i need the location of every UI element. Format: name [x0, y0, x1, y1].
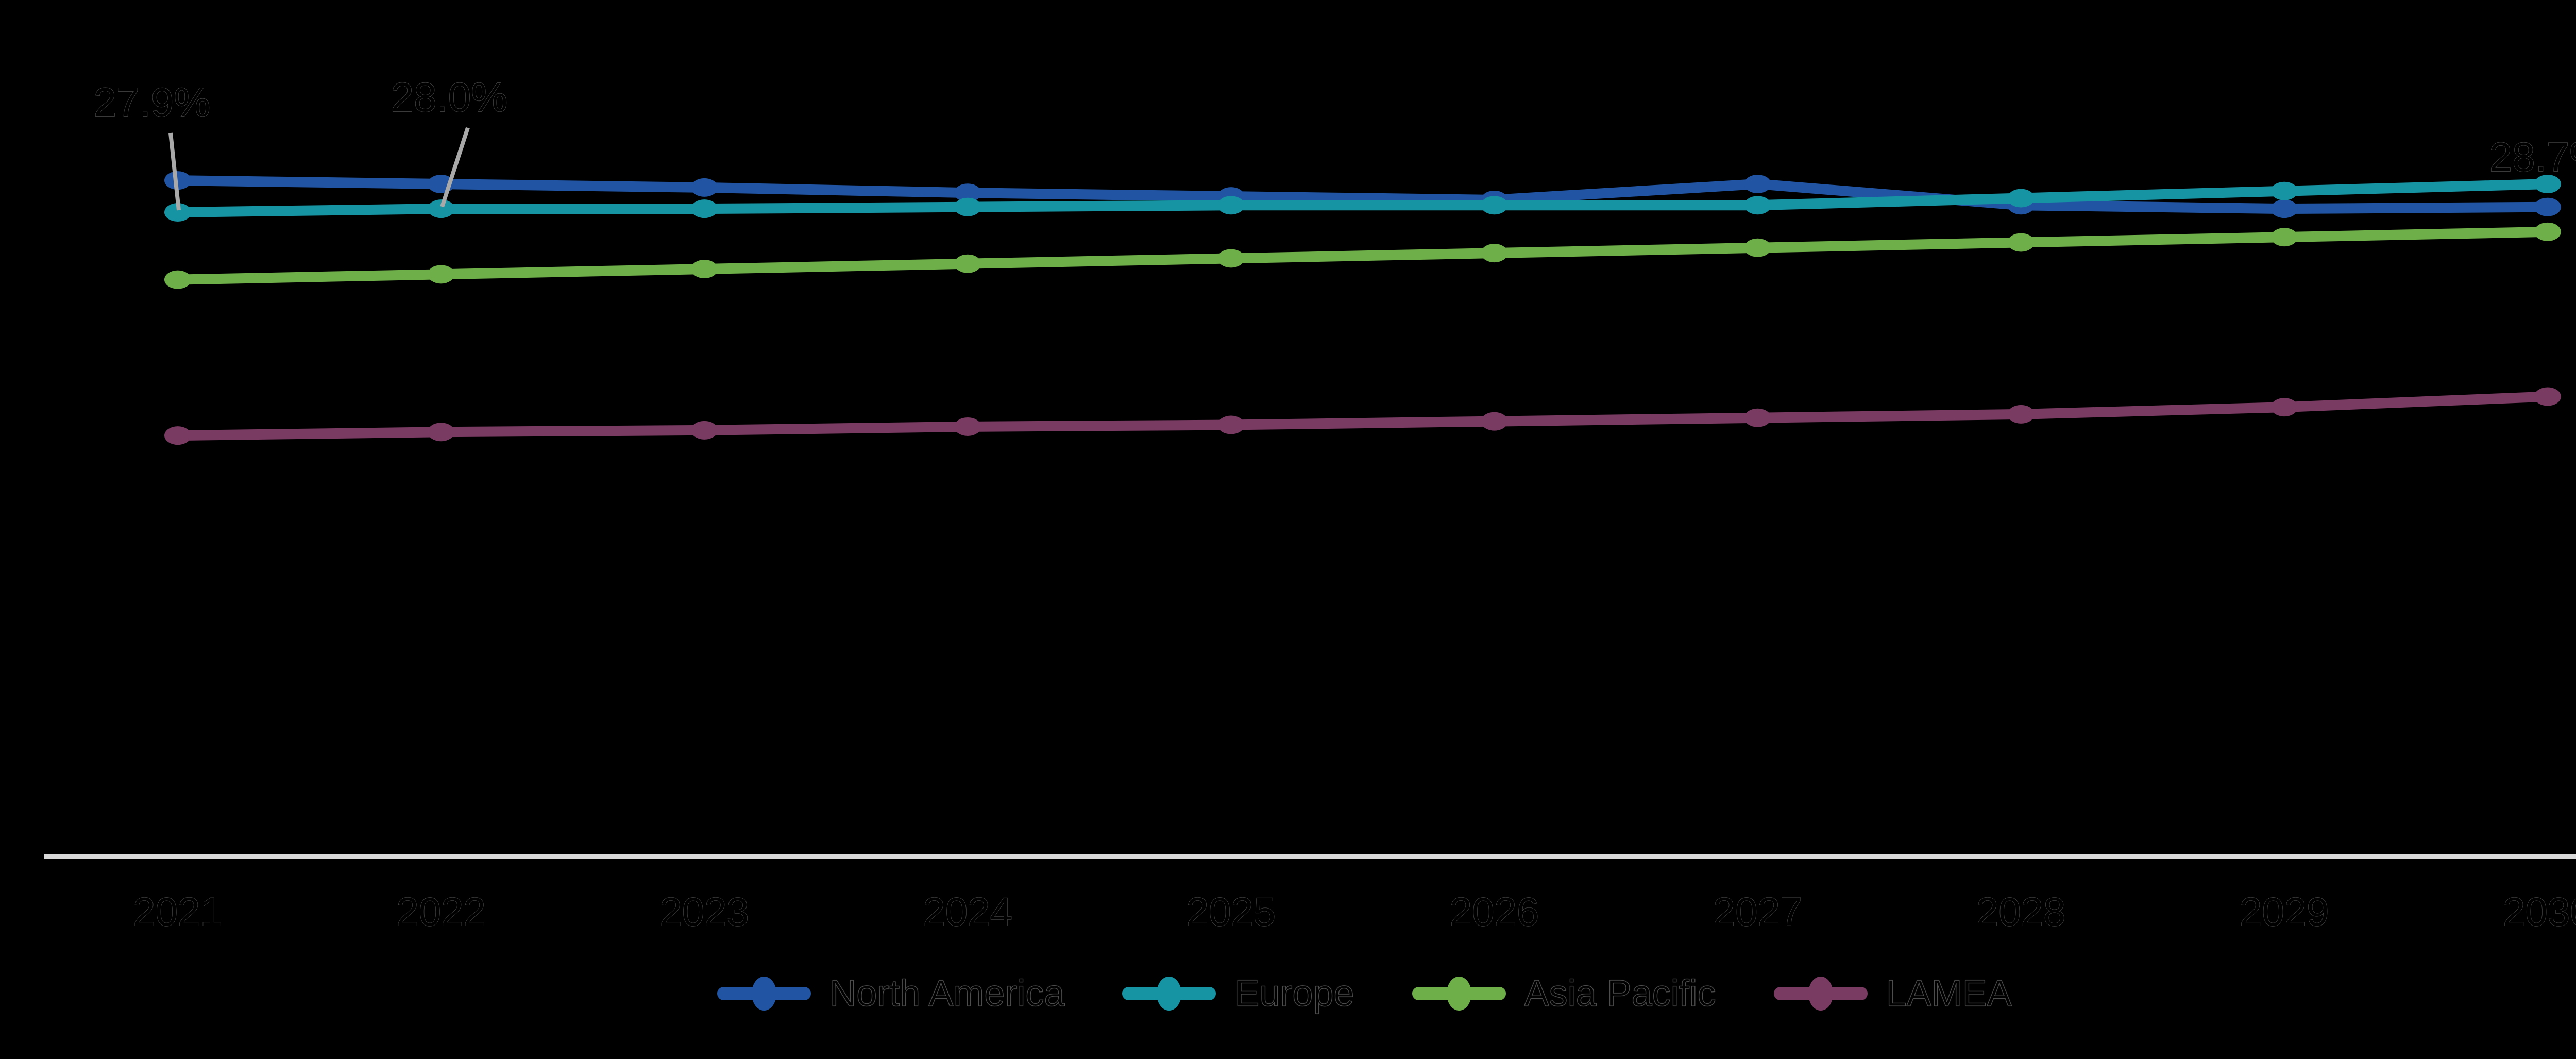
data-point-marker — [2007, 405, 2035, 424]
data-label: 28.7% — [2489, 134, 2576, 180]
data-point-marker — [164, 171, 191, 190]
legend-label: LAMEA — [1886, 973, 2012, 1014]
x-tick-label: 2027 — [1713, 889, 1803, 934]
data-point-marker — [2270, 199, 2298, 218]
legend-swatch-line-marker-icon — [1773, 975, 1868, 1012]
series-line — [177, 391, 2548, 441]
data-point-marker — [954, 197, 981, 216]
data-point-marker — [954, 254, 981, 273]
data-point-marker — [691, 178, 718, 197]
annotation-leader-line — [168, 132, 181, 211]
data-label: 28.0% — [391, 74, 508, 120]
legend-label: Asia Pacific — [1524, 973, 1716, 1014]
data-point-marker — [1744, 175, 1771, 193]
legend-swatch-line-marker-icon — [1412, 975, 1506, 1012]
data-point-marker — [954, 183, 981, 203]
x-tick-label: 2024 — [923, 889, 1013, 934]
x-tick-label: 2029 — [2240, 889, 2329, 934]
data-point-marker — [691, 199, 718, 218]
data-point-marker — [2534, 197, 2561, 216]
legend-item-asia-pacific: Asia Pacific — [1412, 973, 1716, 1014]
data-point-marker — [1217, 415, 1245, 434]
legend-item-north-america: North America — [717, 973, 1065, 1014]
data-point-marker — [428, 423, 455, 442]
legend-item-europe: Europe — [1122, 973, 1354, 1014]
annotation-leader-line — [440, 127, 470, 208]
data-point-marker — [164, 426, 191, 445]
data-point-marker — [428, 265, 455, 284]
x-tick-label: 2026 — [1450, 889, 1539, 934]
x-tick-label: 2023 — [659, 889, 749, 934]
data-point-marker — [1481, 244, 1508, 263]
x-tick-label: 2022 — [396, 889, 486, 934]
data-point-marker — [164, 270, 191, 289]
x-tick-label: 2030 — [2503, 889, 2576, 934]
data-point-marker — [1481, 196, 1508, 215]
data-point-marker — [1744, 196, 1771, 215]
data-point-marker — [691, 260, 718, 278]
data-point-marker — [2270, 228, 2298, 247]
data-point-marker — [2007, 233, 2035, 252]
data-point-marker — [428, 199, 455, 218]
series-line — [177, 175, 2548, 214]
data-point-marker — [2534, 175, 2561, 193]
data-point-marker — [1481, 412, 1508, 431]
data-point-marker — [2534, 222, 2561, 241]
data-point-marker — [954, 417, 981, 436]
data-label: 27.9% — [94, 79, 211, 125]
legend-swatch-line-marker-icon — [1122, 975, 1216, 1012]
legend-label: North America — [829, 973, 1065, 1014]
x-tick-label: 2025 — [1187, 889, 1276, 934]
legend-item-lamea: LAMEA — [1773, 973, 2012, 1014]
x-tick-label: 2021 — [133, 889, 223, 934]
legend: North America Europe Asia Pacific LAMEA — [0, 957, 2576, 1030]
data-point-marker — [164, 203, 191, 222]
legend-label: Europe — [1234, 973, 1354, 1014]
data-point-marker — [691, 421, 718, 440]
data-point-marker — [2534, 387, 2561, 406]
data-point-marker — [1217, 249, 1245, 268]
data-point-marker — [1217, 196, 1245, 215]
series-line — [177, 226, 2548, 285]
data-point-marker — [1744, 238, 1771, 257]
series-line — [177, 179, 2548, 217]
data-point-marker — [2007, 189, 2035, 208]
data-point-marker — [2270, 181, 2298, 200]
legend-swatch-line-marker-icon — [717, 975, 811, 1012]
data-point-marker — [2270, 398, 2298, 417]
data-point-marker — [1744, 408, 1771, 427]
x-tick-label: 2028 — [1976, 889, 2066, 934]
